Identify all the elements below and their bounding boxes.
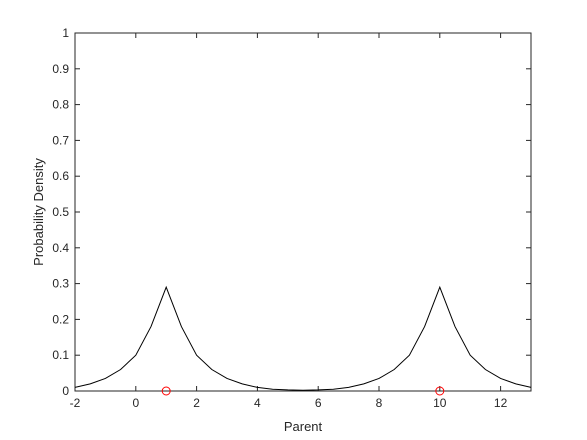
y-tick-label: 0.8 <box>52 98 69 112</box>
y-tick-label: 0 <box>62 384 69 398</box>
x-tick-label: 0 <box>132 396 139 410</box>
x-tick-label: 8 <box>376 396 383 410</box>
x-tick-label: 2 <box>193 396 200 410</box>
y-tick-label: 0.2 <box>52 312 69 326</box>
x-tick-label: 4 <box>254 396 261 410</box>
y-tick-label: 0.5 <box>52 205 69 219</box>
y-tick-label: 0.9 <box>52 62 69 76</box>
y-tick-label: 1 <box>62 26 69 40</box>
marker <box>435 386 445 396</box>
x-tick-label: -2 <box>70 396 81 410</box>
y-tick-label: 0.3 <box>52 277 69 291</box>
y-tick-label: 0.1 <box>52 348 69 362</box>
y-tick-label: 0.7 <box>52 133 69 147</box>
y-tick-label: 0.4 <box>52 241 69 255</box>
y-axis-label: Probability Density <box>31 158 46 266</box>
x-axis-label: Parent <box>284 419 323 434</box>
y-tick-label: 0.6 <box>52 169 69 183</box>
line <box>74 285 532 391</box>
x-tick-label: 6 <box>315 396 322 410</box>
x-tick-label: 10 <box>433 396 447 410</box>
marker <box>161 386 171 396</box>
x-tick-label: 12 <box>494 396 508 410</box>
